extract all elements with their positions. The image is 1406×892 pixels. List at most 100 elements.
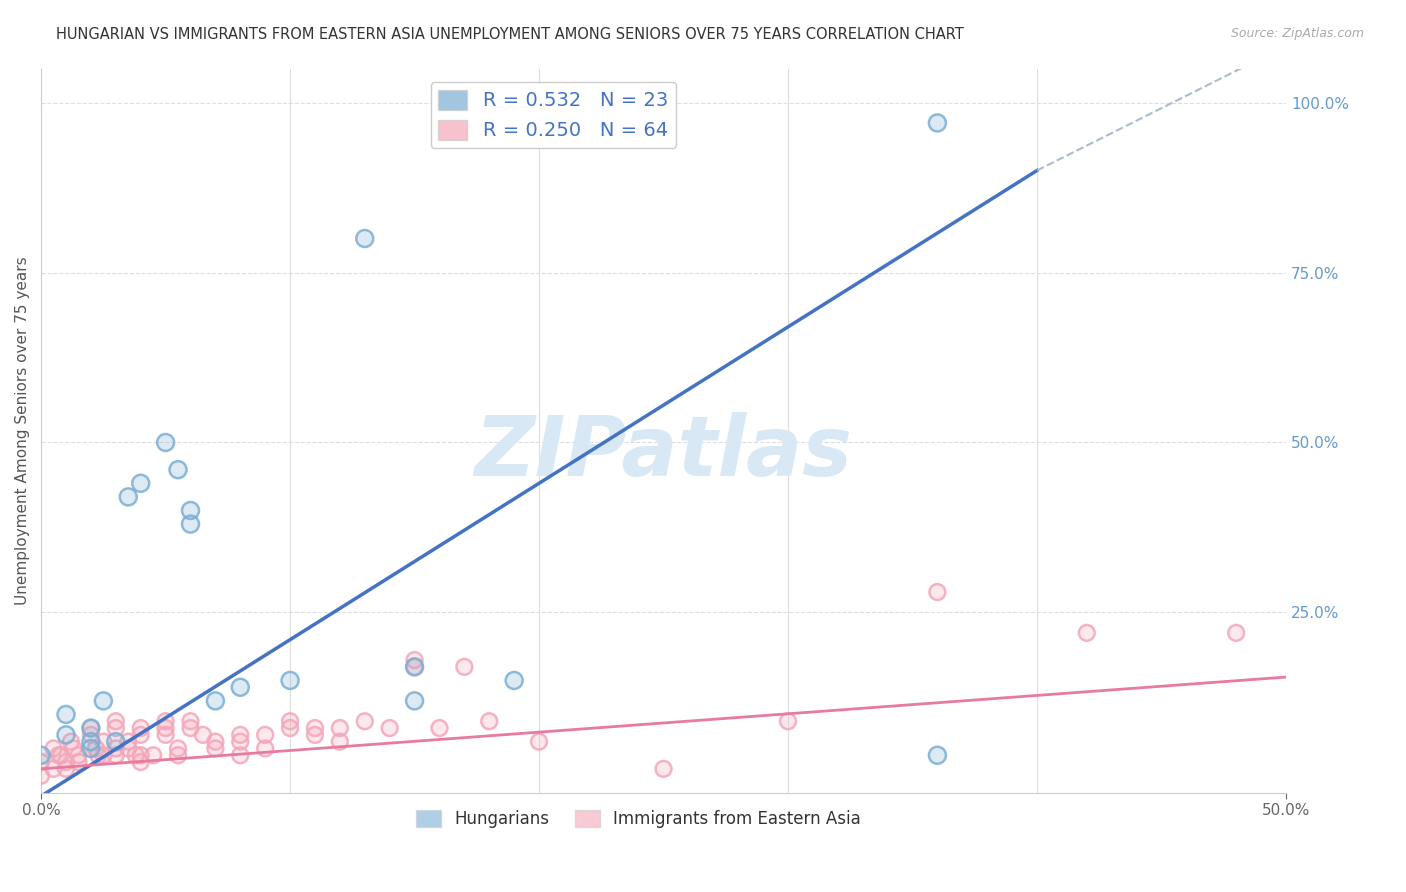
Point (104, 748, 127, 763)
Point (104, 721, 127, 735)
Point (652, 762, 675, 776)
Point (254, 728, 277, 742)
Point (204, 741, 226, 756)
Point (55, 755, 77, 769)
Point (229, 680, 252, 694)
Point (229, 734, 252, 748)
Point (84, 741, 107, 756)
Point (129, 728, 152, 742)
Point (93, 748, 115, 763)
Point (30, 769, 52, 783)
Text: Source: ZipAtlas.com: Source: ZipAtlas.com (1230, 27, 1364, 40)
Point (59, 734, 82, 748)
Point (304, 721, 326, 735)
Point (104, 741, 127, 756)
Point (67, 755, 90, 769)
Point (55, 728, 77, 742)
Point (93, 748, 115, 763)
Point (229, 728, 252, 742)
Point (927, 748, 949, 763)
Point (55, 707, 77, 722)
Point (378, 721, 401, 735)
Point (478, 714, 501, 729)
Point (404, 660, 426, 674)
Point (67, 748, 90, 763)
Point (478, 714, 501, 729)
Point (191, 728, 214, 742)
Point (129, 755, 152, 769)
Point (1076, 625, 1098, 640)
Point (48, 748, 70, 763)
Point (527, 734, 550, 748)
Point (254, 741, 277, 756)
Point (155, 728, 177, 742)
Point (927, 748, 949, 763)
Point (353, 231, 375, 245)
Point (179, 721, 201, 735)
Point (167, 748, 190, 763)
Point (278, 673, 301, 688)
Point (927, 585, 949, 599)
Point (30, 748, 52, 763)
Point (59, 734, 82, 748)
Point (49, 748, 72, 763)
Point (155, 721, 177, 735)
Point (927, 116, 949, 130)
Text: ZIPatlas: ZIPatlas (475, 412, 852, 492)
Point (80, 721, 103, 735)
Point (204, 741, 226, 756)
Point (204, 734, 226, 748)
Point (167, 463, 190, 477)
Point (404, 694, 426, 708)
Point (104, 748, 127, 763)
Point (404, 653, 426, 667)
Point (55, 762, 77, 776)
Point (304, 728, 326, 742)
Point (353, 714, 375, 729)
Point (776, 714, 799, 729)
Point (104, 741, 127, 756)
Point (93, 694, 115, 708)
Point (179, 714, 201, 729)
Point (229, 748, 252, 763)
Point (429, 721, 451, 735)
Point (87, 748, 110, 763)
Point (42, 762, 65, 776)
Point (179, 721, 201, 735)
Point (453, 660, 475, 674)
Point (155, 435, 177, 450)
Point (167, 463, 190, 477)
Point (80, 734, 103, 748)
Point (55, 755, 77, 769)
Point (117, 490, 139, 504)
Point (155, 714, 177, 729)
Point (129, 728, 152, 742)
Point (155, 714, 177, 729)
Point (503, 673, 526, 688)
Point (167, 748, 190, 763)
Point (304, 721, 326, 735)
Point (527, 734, 550, 748)
Point (167, 741, 190, 756)
Point (67, 748, 90, 763)
Point (229, 748, 252, 763)
Point (80, 728, 103, 742)
Point (204, 734, 226, 748)
Point (329, 721, 352, 735)
Point (142, 748, 165, 763)
Point (179, 503, 201, 517)
Point (125, 748, 148, 763)
Point (80, 721, 103, 735)
Point (80, 728, 103, 742)
Point (117, 734, 139, 748)
Point (42, 741, 65, 756)
Point (155, 728, 177, 742)
Point (142, 748, 165, 763)
Point (304, 728, 326, 742)
Point (404, 660, 426, 674)
Point (927, 585, 949, 599)
Point (404, 660, 426, 674)
Point (353, 231, 375, 245)
Point (129, 755, 152, 769)
Point (229, 728, 252, 742)
